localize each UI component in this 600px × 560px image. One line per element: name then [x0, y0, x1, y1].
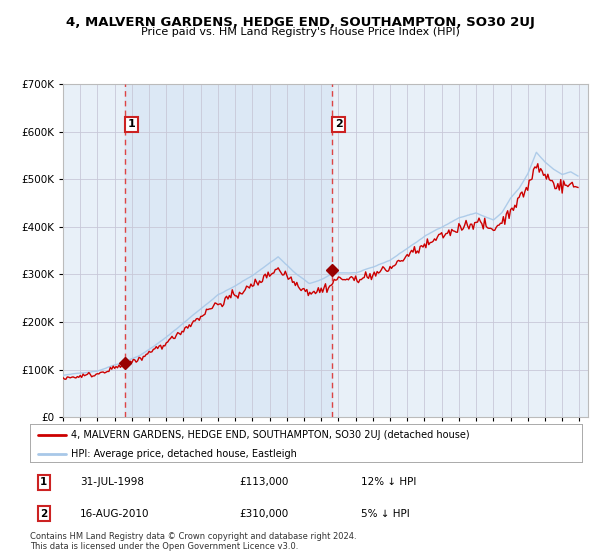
Text: 2: 2 [40, 508, 47, 519]
Text: £113,000: £113,000 [240, 477, 289, 487]
Text: 1: 1 [40, 477, 47, 487]
Text: HPI: Average price, detached house, Eastleigh: HPI: Average price, detached house, East… [71, 449, 297, 459]
Text: 31-JUL-1998: 31-JUL-1998 [80, 477, 143, 487]
Bar [125, 84, 332, 417]
Text: 1: 1 [128, 119, 136, 129]
Text: Price paid vs. HM Land Registry's House Price Index (HPI): Price paid vs. HM Land Registry's House … [140, 27, 460, 37]
Text: 4, MALVERN GARDENS, HEDGE END, SOUTHAMPTON, SO30 2UJ: 4, MALVERN GARDENS, HEDGE END, SOUTHAMPT… [65, 16, 535, 29]
Text: Contains HM Land Registry data © Crown copyright and database right 2024.
This d: Contains HM Land Registry data © Crown c… [30, 532, 356, 552]
Text: 5% ↓ HPI: 5% ↓ HPI [361, 508, 410, 519]
Text: £310,000: £310,000 [240, 508, 289, 519]
Text: 16-AUG-2010: 16-AUG-2010 [80, 508, 149, 519]
Text: 4, MALVERN GARDENS, HEDGE END, SOUTHAMPTON, SO30 2UJ (detached house): 4, MALVERN GARDENS, HEDGE END, SOUTHAMPT… [71, 430, 470, 440]
Text: 2: 2 [335, 119, 343, 129]
Text: 12% ↓ HPI: 12% ↓ HPI [361, 477, 416, 487]
